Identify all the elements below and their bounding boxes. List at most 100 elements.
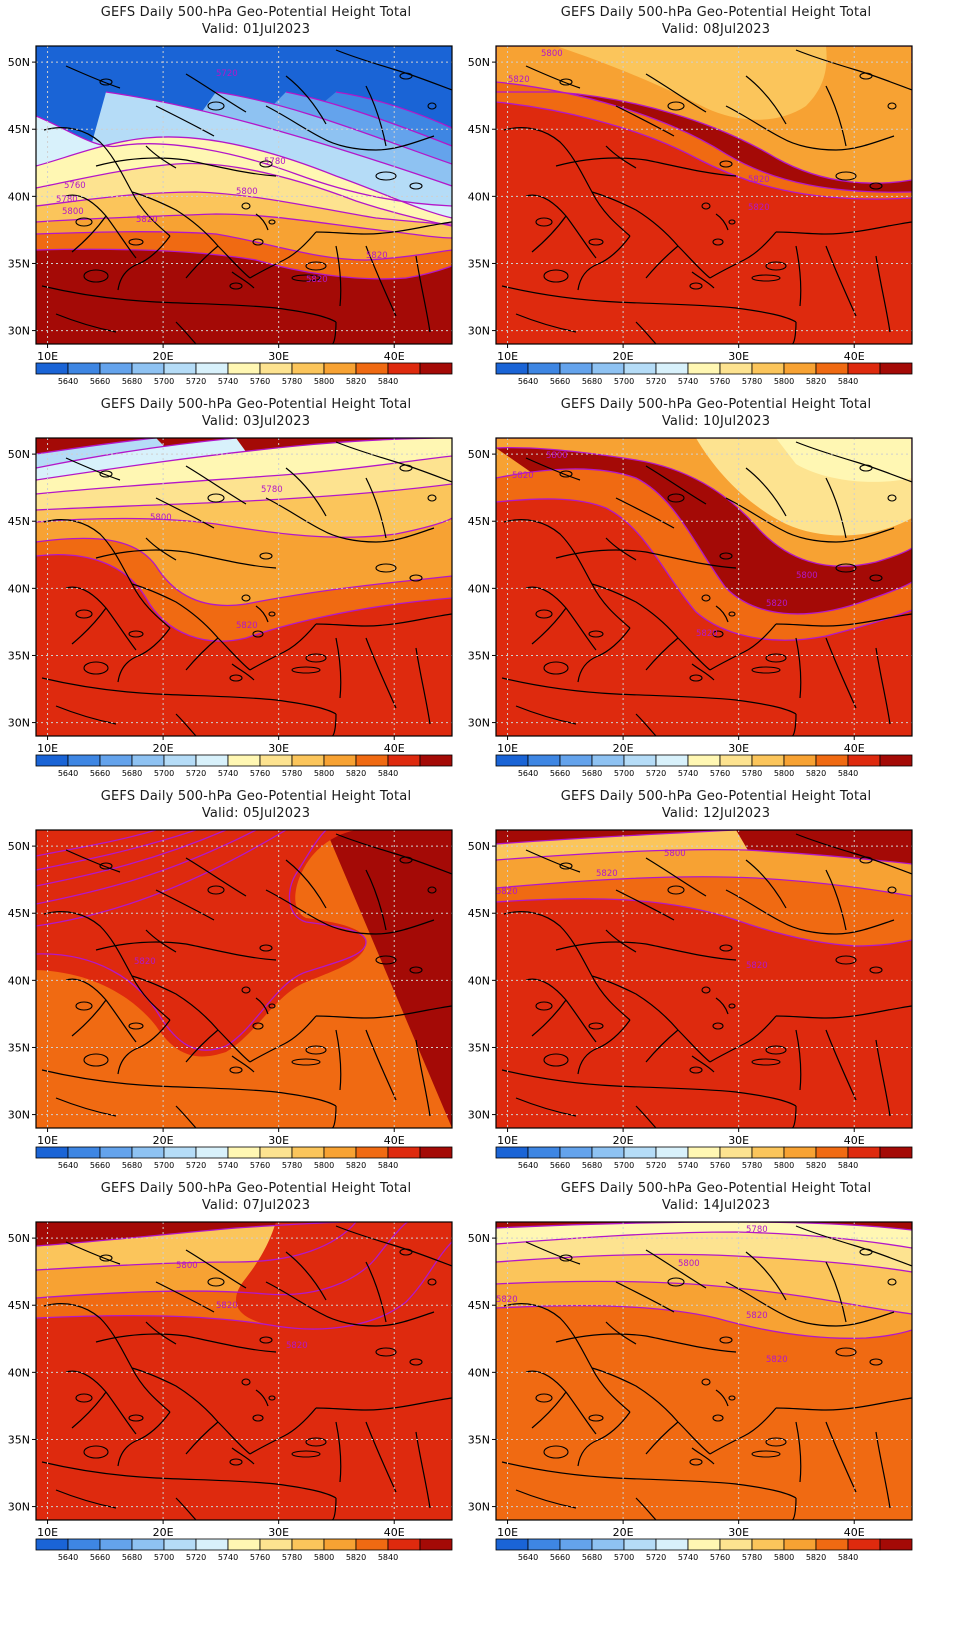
colorbar-swatch — [751, 1146, 785, 1159]
border-line — [185, 623, 317, 671]
colorbar-label: 5780 — [282, 377, 302, 386]
lat-label: 30N — [8, 717, 30, 730]
contour-label: 5780 — [746, 1225, 768, 1235]
lat-label: 45N — [8, 907, 30, 920]
border-line — [155, 857, 247, 921]
colorbar-swatch — [291, 1538, 325, 1551]
contour-line — [36, 483, 452, 511]
colorbar-swatch — [227, 1538, 261, 1551]
height-region — [556, 46, 827, 120]
colorbar-swatch — [67, 1146, 101, 1159]
colorbar-swatch — [355, 362, 389, 375]
colorbar-swatch — [195, 1146, 229, 1159]
colorbar-swatch — [35, 1146, 69, 1159]
border-line — [615, 857, 707, 921]
border-line — [691, 1389, 729, 1465]
colorbar-swatch — [163, 362, 197, 375]
height-field: 5780 5800 5820 5820 5820 — [496, 1222, 912, 1520]
contour-label: 5820 — [766, 599, 788, 609]
border-line — [65, 978, 137, 1043]
valid-value: 14Jul2023 — [698, 1198, 771, 1213]
colorbar-label: 5820 — [806, 769, 826, 778]
colorbar-label: 5820 — [346, 769, 366, 778]
island-outline — [728, 1003, 736, 1009]
island-outline — [241, 1378, 251, 1386]
island-outline — [128, 1022, 144, 1030]
island-outline — [409, 1358, 423, 1366]
colorbar: 5640 5660 5680 5700 5720 5740 5760 5780 5800 5820… — [35, 1538, 453, 1562]
contour-line — [496, 848, 912, 865]
border-line — [117, 627, 171, 683]
island-outline — [588, 630, 604, 638]
island-outline — [712, 1414, 724, 1422]
border-line — [285, 75, 387, 147]
contour-label: 5820 — [136, 215, 158, 225]
lon-label: 20E — [153, 350, 174, 363]
island-outline — [719, 944, 733, 952]
border-line — [65, 1241, 177, 1345]
colorbar-swatch — [99, 362, 133, 375]
lon-label: 10E — [37, 742, 58, 755]
island-outline — [835, 955, 857, 965]
border-line — [95, 549, 277, 569]
island-outline — [689, 1458, 703, 1466]
valid-value: 01Jul2023 — [238, 22, 311, 37]
border-line — [335, 1225, 452, 1267]
colorbar-label: 5800 — [314, 1553, 334, 1562]
border-line — [503, 1303, 631, 1413]
island-outline — [559, 78, 573, 86]
island-outline — [241, 986, 251, 994]
colorbar-swatch — [131, 1146, 165, 1159]
colorbar-label: 5740 — [678, 377, 698, 386]
colorbar-swatch — [419, 1538, 453, 1551]
border-line — [525, 978, 597, 1043]
contour-label: 5760 — [64, 181, 86, 191]
colorbar-label: 5760 — [250, 1553, 270, 1562]
lat-label: 50N — [8, 840, 30, 853]
island-outline — [207, 101, 225, 111]
border-line — [41, 1069, 337, 1107]
border-line — [525, 457, 637, 561]
colorbar-label: 5660 — [550, 377, 570, 386]
lat-label: 35N — [468, 257, 490, 270]
lat-label: 35N — [8, 1433, 30, 1446]
island-outline — [712, 1022, 724, 1030]
island-outline — [887, 1278, 897, 1286]
contour-line — [36, 136, 452, 219]
lon-label: 10E — [497, 1134, 518, 1147]
colorbar-label: 5780 — [742, 769, 762, 778]
colorbar: 5640 5660 5680 5700 5720 5740 5760 5780 5800 5820… — [495, 1146, 913, 1170]
border-line — [691, 997, 729, 1073]
island-outline — [75, 609, 93, 619]
border-line — [525, 586, 597, 651]
lon-label: 40E — [844, 350, 865, 363]
height-field: 5780 5800 5820 — [36, 438, 452, 736]
colorbar-label: 5840 — [378, 769, 398, 778]
colorbar-label: 5640 — [58, 377, 78, 386]
colorbar-swatch — [847, 1538, 881, 1551]
colorbar-label: 5640 — [518, 377, 538, 386]
colorbar: 5640 5660 5680 5700 5720 5740 5760 5780 5800 5820… — [495, 362, 913, 386]
border-line — [335, 441, 452, 483]
border-line — [795, 49, 912, 91]
lon-label: 10E — [37, 1134, 58, 1147]
contour-label: 5820 — [496, 887, 518, 897]
colorbar-swatch — [67, 754, 101, 767]
colorbar-swatch — [847, 754, 881, 767]
colorbar-label: 5800 — [774, 769, 794, 778]
colorbar-label: 5700 — [154, 769, 174, 778]
island-outline — [869, 966, 883, 974]
colorbar-label: 5840 — [378, 1161, 398, 1170]
colorbar-label: 5680 — [582, 1161, 602, 1170]
colorbar-swatch — [419, 1146, 453, 1159]
map-svg: 5800 5820 5800 5820 5820 50N 45N 40N 35N 30N 10E 20… — [468, 437, 913, 778]
colorbar-swatch — [35, 362, 69, 375]
colorbar-swatch — [751, 362, 785, 375]
border-line — [691, 213, 729, 289]
island-outline — [543, 661, 569, 675]
colorbar-label: 5700 — [154, 1161, 174, 1170]
map-panel: GEFS Daily 500-hPa Geo-Potential Height … — [0, 0, 482, 410]
valid-value: 10Jul2023 — [698, 414, 771, 429]
panel-title: GEFS Daily 500-hPa Geo-Potential Height … — [560, 1181, 872, 1196]
island-outline — [291, 1058, 321, 1066]
